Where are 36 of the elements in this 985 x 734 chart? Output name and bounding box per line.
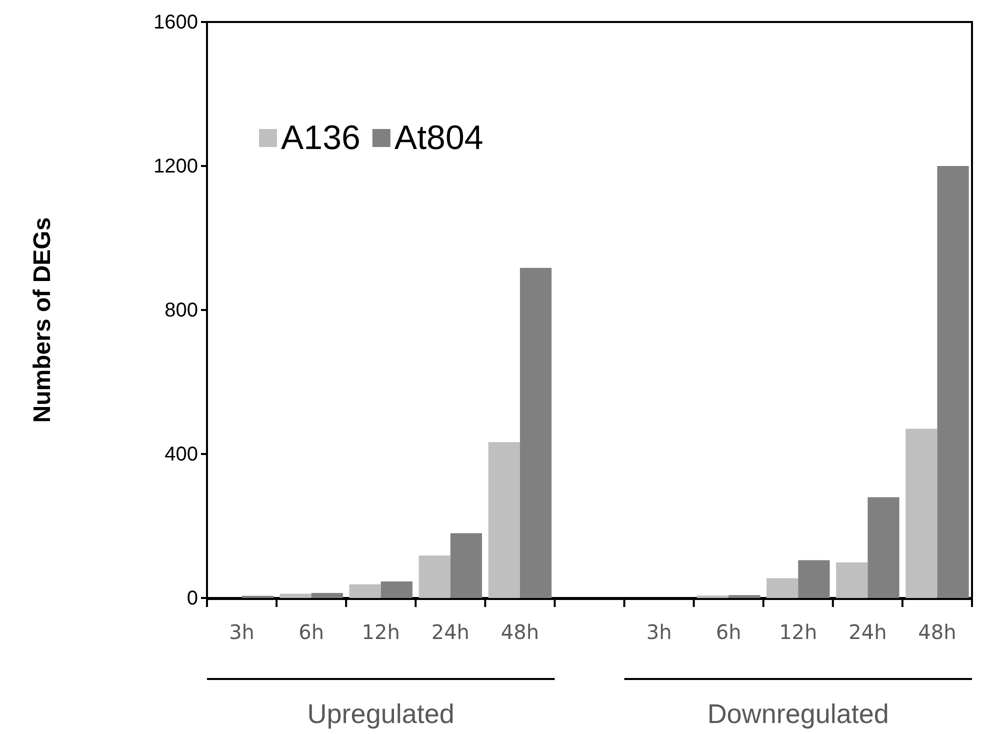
bar	[906, 428, 938, 598]
y-tick-label: 1600	[154, 11, 198, 34]
x-tick-label: 3h	[229, 620, 254, 644]
y-tick-label: 400	[164, 443, 198, 466]
bar	[520, 268, 552, 598]
y-tick-label: 0	[186, 587, 198, 610]
x-tick-label: 48h	[918, 620, 956, 644]
x-tick-label: 3h	[646, 620, 672, 644]
bar	[450, 533, 482, 598]
bar	[696, 595, 729, 598]
text: Upregulated	[307, 699, 454, 729]
x-tick-label: 12h	[362, 620, 400, 644]
x-tick-label: 24h	[848, 620, 887, 644]
y-axis-title: Numbers of DEGs	[29, 217, 56, 423]
legend-label: A136	[281, 119, 360, 157]
x-tick-label: 6h	[298, 620, 324, 644]
bar	[798, 560, 830, 598]
bar	[380, 581, 412, 598]
legend-label: At804	[394, 119, 484, 157]
x-tick-label: 6h	[716, 620, 742, 644]
bar	[868, 497, 900, 598]
bar	[280, 594, 312, 598]
y-tick-label: 800	[164, 299, 198, 322]
x-tick-label: 48h	[500, 620, 540, 644]
bar	[937, 166, 969, 598]
bar	[311, 592, 343, 598]
bar	[349, 584, 381, 598]
bar	[836, 562, 868, 598]
bar	[728, 595, 760, 598]
bar	[488, 442, 520, 598]
bar	[766, 578, 798, 598]
bar	[418, 556, 450, 598]
x-tick-label: 12h	[779, 620, 818, 644]
text: Downregulated	[707, 699, 889, 729]
x-tick-label: 24h	[431, 620, 470, 644]
y-tick-label: 1200	[154, 155, 198, 178]
